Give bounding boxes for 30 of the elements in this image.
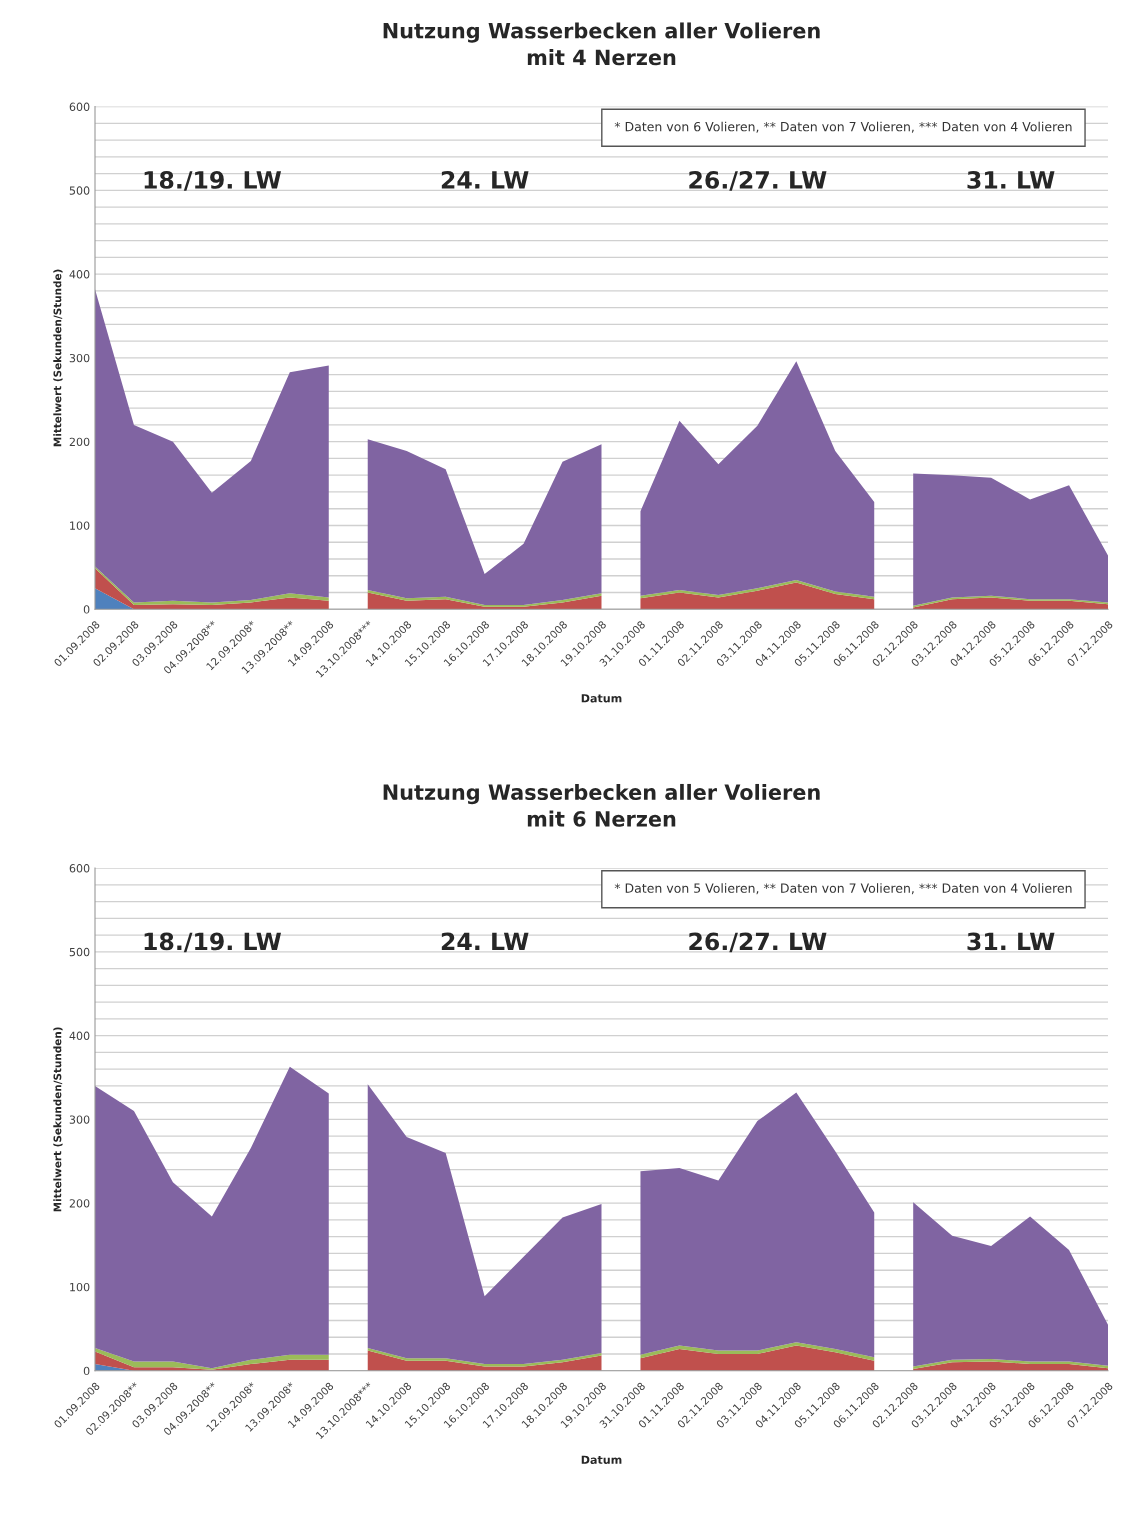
chart-title: Nutzung Wasserbecken aller Volieren mit 6 Nerzen [383,783,820,827]
y-axis-title: Mittelwert (Sekunden/Stunden) [53,1027,63,1212]
annotation: 26./27. LW [689,932,827,953]
y-tick-label: 200 [69,1199,90,1208]
y-tick-label: 0 [83,605,90,614]
y-tick-label: 500 [69,186,90,195]
y-tick-label: 100 [70,521,90,530]
chart-title: Nutzung Wasserbecken aller Volieren mit 4 Nerzen [383,22,820,66]
annotation: * Daten von 5 Volieren, ** Daten von 7 Volieren, *** Daten von 4 Volieren [614,883,1072,895]
y-tick-label: 400 [69,270,90,279]
x-axis-title: Datum [581,1455,622,1464]
y-tick-label: 100 [70,1282,90,1292]
annotation: 18./19. LW [144,932,282,953]
y-tick-label: 600 [69,864,90,873]
annotation: 24. LW [441,932,529,951]
annotation: 31. LW [967,932,1055,951]
y-tick-label: 300 [69,1115,90,1124]
annotation: * Daten von 6 Volieren, ** Daten von 7 Volieren, *** Daten von 4 Volieren [614,121,1072,133]
y-tick-label: 600 [69,102,90,111]
annotation: 24. LW [441,170,529,189]
y-tick-label: 0 [83,1366,90,1376]
y-axis-title: Mittelwert (Sekunden/Stunde) [53,269,63,447]
y-tick-label: 500 [69,947,90,957]
annotation: 18./19. LW [144,170,282,191]
y-tick-label: 300 [69,353,90,363]
annotation: 26./27. LW [689,170,827,191]
annotation: 31. LW [967,170,1055,189]
y-tick-label: 200 [69,437,90,447]
x-axis-title: Datum [581,694,622,703]
y-tick-label: 400 [69,1031,90,1041]
